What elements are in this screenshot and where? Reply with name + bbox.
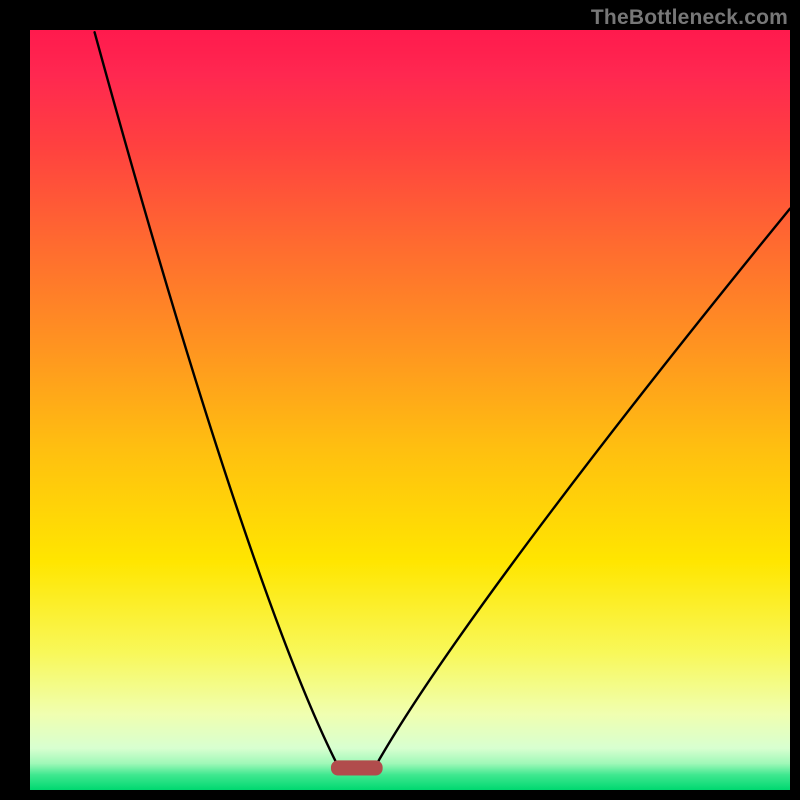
watermark-text: TheBottleneck.com bbox=[591, 6, 788, 30]
optimal-range-marker bbox=[331, 760, 383, 775]
bottleneck-chart-svg bbox=[0, 0, 800, 800]
gradient-background bbox=[30, 30, 790, 790]
chart-container: TheBottleneck.com bbox=[0, 0, 800, 800]
